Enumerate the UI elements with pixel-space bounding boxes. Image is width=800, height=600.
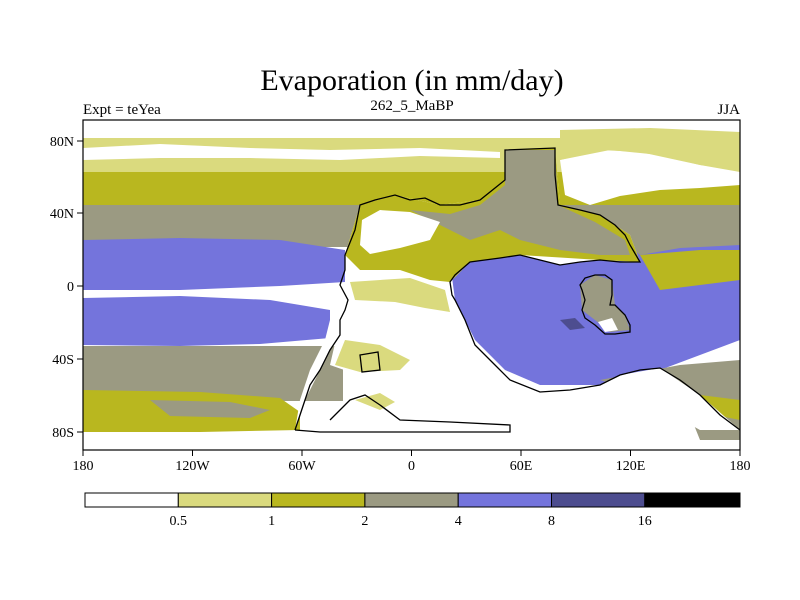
east-grey-margin <box>620 215 740 255</box>
colorbar-label-2: 1 <box>268 514 275 529</box>
east-embayment-white <box>598 318 618 332</box>
colorbar-label-3: 2 <box>361 514 368 529</box>
x-tick-label-6: 120E <box>616 459 646 474</box>
colorbar-box-6 <box>551 492 646 508</box>
colorbar-label-1: 0.5 <box>170 514 188 529</box>
southeast-olive <box>700 395 740 420</box>
y-tick-label-5: 80S <box>52 426 74 441</box>
main-title: Evaporation (in mm/day) <box>260 64 563 97</box>
east-olive-margin <box>640 250 740 290</box>
x-tick-label-2: 120W <box>175 459 210 474</box>
colorbar-box-2 <box>177 492 273 508</box>
x-tick-label-4: 0 <box>408 459 415 474</box>
colorbar-box-5 <box>457 492 553 508</box>
east-embayment-grey <box>580 275 630 332</box>
land-pale-north <box>360 210 440 254</box>
tropical-band-south <box>83 296 330 346</box>
land-yellow-strip <box>350 278 450 312</box>
x-tick-label-1: 180 <box>73 459 94 474</box>
colorbar-label-4: 4 <box>455 514 462 529</box>
colorbar-box-7 <box>644 492 741 508</box>
colorbar-box-4 <box>364 492 459 508</box>
experiment-label: Expt = teYea <box>83 102 161 118</box>
coastlines <box>294 147 740 433</box>
coastline-pangaea-north <box>344 147 740 431</box>
coastline-south-rim <box>294 394 511 433</box>
east-embayment-dark <box>560 318 585 330</box>
north-pale-patch-west <box>83 144 500 160</box>
coastline-island-north <box>359 351 381 373</box>
colorbar: 0.5 1 2 4 8 16 <box>84 492 741 529</box>
coastline-embayment <box>579 274 631 335</box>
y-axis: 80N 40N 0 40S 80S <box>50 135 83 441</box>
tropical-band-north <box>83 238 345 290</box>
x-tick-label-3: 60W <box>288 459 316 474</box>
x-tick-label-5: 60E <box>510 459 533 474</box>
period-label: 262_5_MaBP <box>370 98 453 114</box>
land-yellow-south <box>335 340 410 372</box>
season-label: JJA <box>717 102 740 118</box>
land-interior-grey <box>410 150 630 255</box>
band-south-olive-patch <box>150 400 270 418</box>
colorbar-box-1 <box>84 492 179 508</box>
y-tick-label-4: 40S <box>52 353 74 368</box>
x-axis: 180 120W 60W 0 60E 120E 180 <box>73 450 751 474</box>
y-tick-label-3: 0 <box>67 280 74 295</box>
x-tick-label-7: 180 <box>730 459 751 474</box>
colorbar-box-3 <box>271 492 366 508</box>
colorbar-label-5: 8 <box>548 514 555 529</box>
y-tick-label-2: 40N <box>50 207 74 222</box>
colorbar-label-6: 16 <box>638 514 652 529</box>
north-yellow-east <box>560 128 740 172</box>
map-panel <box>83 120 740 450</box>
coastline-pangaea-west <box>294 255 349 431</box>
y-tick-label-1: 80N <box>50 135 74 150</box>
